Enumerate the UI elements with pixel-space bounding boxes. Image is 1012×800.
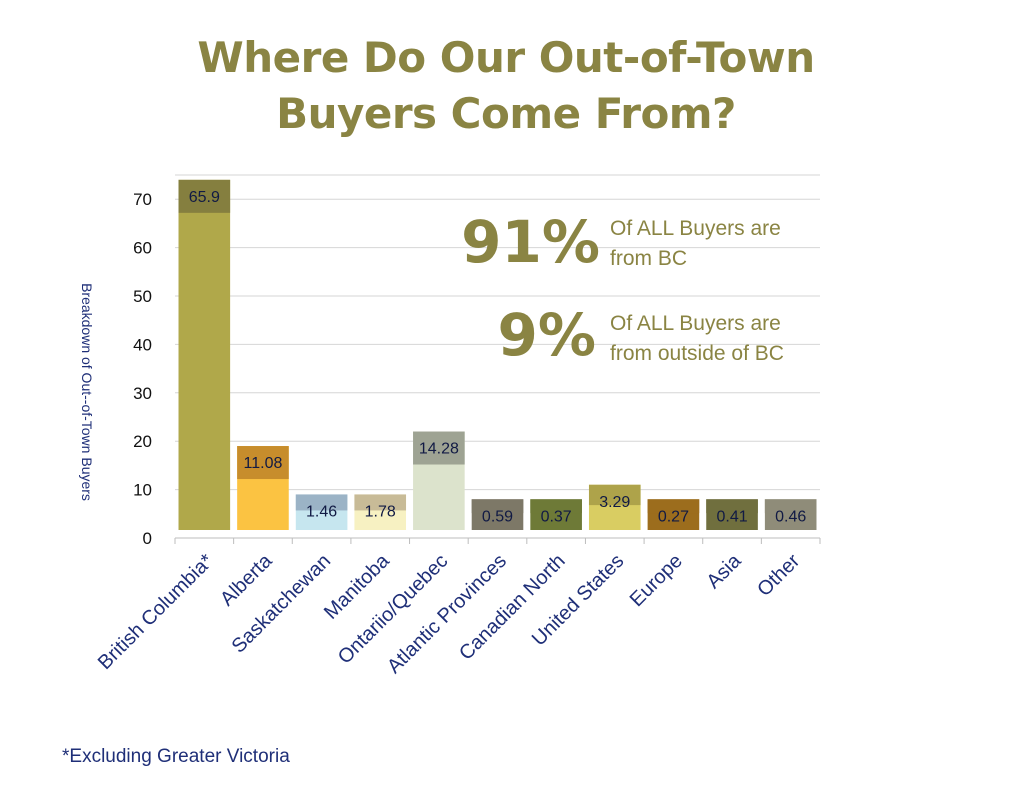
- footnote: *Excluding Greater Victoria: [62, 746, 290, 767]
- y-tick-label: 20: [133, 432, 152, 451]
- data-label: 14.28: [419, 441, 459, 458]
- bar-cap: [295, 494, 348, 511]
- data-label: 0.37: [541, 508, 572, 525]
- chart-title-line-2: Buyers Come From?: [276, 89, 736, 138]
- data-label: 0.59: [482, 508, 513, 525]
- y-tick-label: 50: [133, 287, 152, 306]
- annotation-2-line-2: from outside of BC: [610, 342, 784, 365]
- data-label: 0.41: [716, 508, 747, 525]
- bar: [178, 179, 231, 530]
- y-axis-title: Breakdown of Out--of-Town Buyers: [79, 283, 95, 501]
- chart-title: Where Do Our Out-of-Town Buyers Come Fro…: [0, 30, 1012, 142]
- bar-cap: [706, 499, 758, 514]
- y-axis-ticks: 0 10 20 30 40 50 60 70: [133, 190, 152, 548]
- data-label: 65.9: [189, 189, 220, 206]
- y-tick-label: 30: [133, 384, 152, 403]
- annotation-2-big: 9%: [498, 301, 596, 369]
- y-tick-label: 0: [143, 529, 152, 548]
- gridlines: [174, 174, 821, 544]
- bar-cap: [413, 431, 465, 465]
- bars: 65.9 11.08 1.46 1.78 14.28 0.59 0.37 3.29 0.27 0.…: [178, 179, 817, 530]
- data-label: 3.29: [599, 494, 630, 511]
- data-label: 0.46: [775, 508, 806, 525]
- annotation-2-line-1: Of ALL Buyers are: [610, 312, 781, 335]
- y-tick-label: 70: [133, 190, 152, 209]
- annotation-1-big: 91%: [461, 208, 600, 276]
- data-label: 1.46: [306, 503, 337, 520]
- bar-cap: [764, 499, 817, 514]
- x-category-label: Ontariio/Quebec: [334, 550, 453, 669]
- x-category-label: Other: [753, 550, 804, 601]
- y-tick-label: 10: [133, 481, 152, 500]
- x-category-label: Asia: [703, 549, 747, 593]
- bar-cap: [178, 179, 231, 213]
- x-category-label: Canadian North: [455, 550, 570, 665]
- bar-cap: [237, 446, 289, 480]
- data-label: 11.08: [244, 455, 283, 472]
- data-label: 0.27: [658, 508, 689, 525]
- annotation-1-line-1: Of ALL Buyers are: [610, 217, 781, 240]
- annotation-1-line-2: from BC: [610, 247, 687, 270]
- x-category-label: Europe: [626, 550, 687, 611]
- y-tick-label: 60: [133, 239, 152, 258]
- data-label: 1.78: [365, 503, 396, 520]
- bar-cap: [354, 494, 407, 511]
- bar-cap: [471, 499, 524, 514]
- x-category-label: British Columbia*: [94, 550, 218, 674]
- y-tick-label: 40: [133, 335, 152, 354]
- annotations: 91% Of ALL Buyers are from BC 9% Of ALL …: [461, 208, 784, 369]
- chart-title-line-1: Where Do Our Out-of-Town: [197, 33, 815, 82]
- bar-cap: [588, 484, 641, 506]
- x-axis-labels: British Columbia*AlbertaSaskatchewanMani…: [94, 549, 805, 678]
- bar-cap: [530, 499, 582, 514]
- bar-cap: [647, 499, 700, 514]
